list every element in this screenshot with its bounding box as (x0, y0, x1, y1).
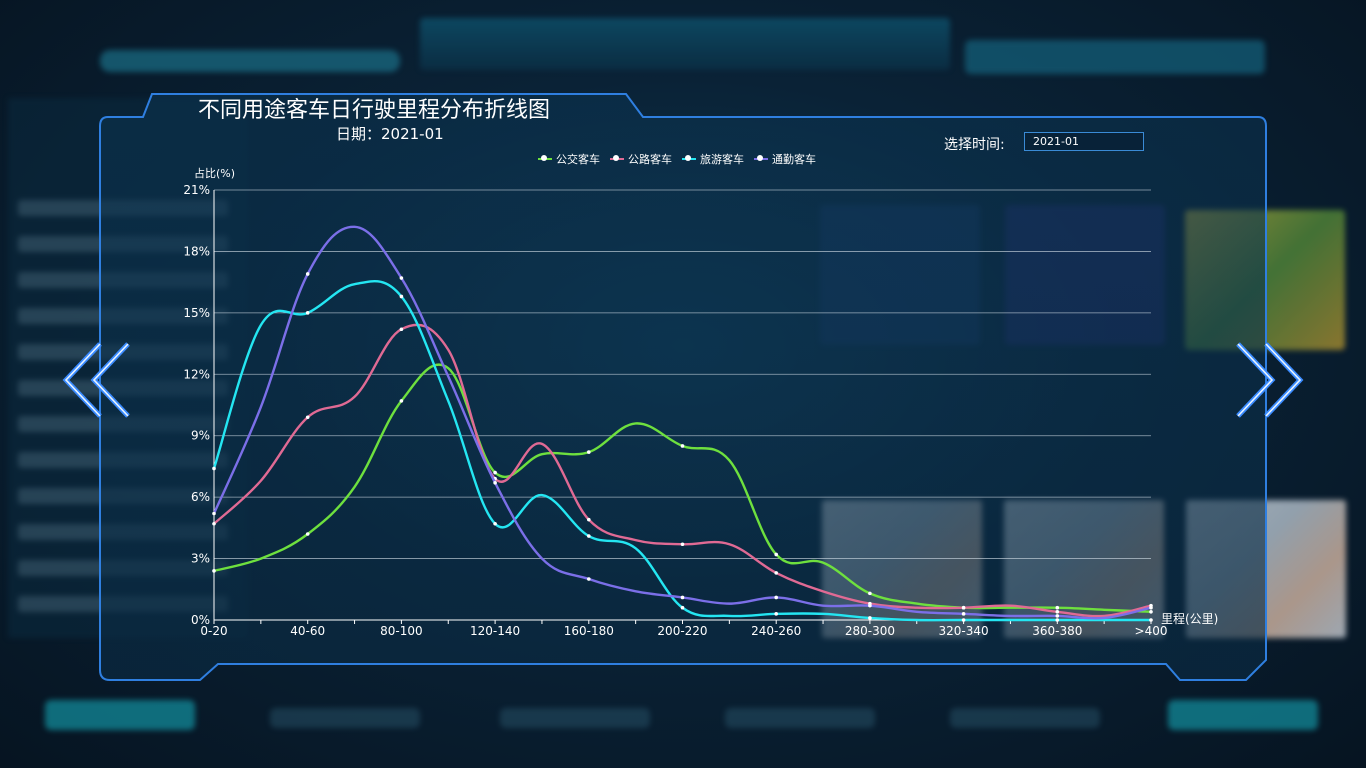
data-point (587, 450, 591, 454)
data-point (868, 591, 872, 596)
data-point (305, 311, 310, 315)
legend-marker (754, 155, 768, 161)
y-tick-label: 15% (183, 306, 210, 320)
data-point (587, 534, 591, 538)
legend-marker (682, 155, 696, 161)
data-point (493, 521, 497, 526)
data-point (1055, 610, 1060, 614)
data-point (774, 595, 778, 600)
x-axis-title: 里程(公里) (1161, 611, 1218, 626)
x-tick-label: 120-140 (470, 624, 520, 638)
data-point (212, 511, 216, 516)
background-button (1168, 700, 1318, 730)
data-point (493, 470, 497, 475)
double-chevron-left-icon[interactable] (62, 340, 132, 420)
data-point (587, 577, 591, 581)
x-tick-label: 240-260 (751, 624, 801, 638)
data-point (212, 521, 216, 526)
legend-label: 公交客车 (556, 153, 600, 166)
time-select-input[interactable] (1024, 132, 1144, 151)
data-point (1055, 614, 1060, 618)
data-point (680, 542, 685, 547)
data-point (493, 481, 497, 485)
data-point (1055, 605, 1060, 610)
x-tick-label: 320-340 (939, 624, 989, 638)
y-tick-label: 21% (183, 183, 210, 197)
legend-label: 旅游客车 (700, 153, 744, 166)
series-line (213, 323, 1152, 618)
legend-marker (538, 155, 552, 161)
double-chevron-right-icon[interactable] (1234, 340, 1304, 420)
x-tick-label: 200-220 (657, 624, 707, 638)
background-button (270, 708, 420, 728)
data-point (680, 595, 685, 600)
background-button (45, 700, 195, 730)
legend-item[interactable]: 公路客车 (610, 151, 672, 167)
x-tick-label: 0-20 (200, 624, 227, 638)
data-point (868, 616, 872, 620)
data-point (305, 272, 310, 276)
background-tab-right (965, 40, 1265, 74)
data-point (1149, 610, 1153, 614)
background-button (950, 708, 1100, 728)
chart-legend: 公交客车 公路客车 旅游客车 通勤客车 (538, 151, 816, 167)
legend-item[interactable]: 通勤客车 (754, 151, 816, 167)
y-tick-label: 6% (191, 490, 210, 504)
background-title-bar (420, 18, 950, 70)
legend-item[interactable]: 公交客车 (538, 151, 600, 167)
data-point (212, 466, 216, 471)
data-point (774, 571, 778, 575)
chart-subtitle: 日期：2021-01 (336, 125, 444, 143)
chart-title: 不同用途客车日行驶里程分布折线图 (198, 98, 551, 123)
background-tab-left (100, 50, 400, 72)
y-tick-label: 9% (191, 429, 210, 443)
data-point (774, 552, 778, 557)
x-tick-label: 160-180 (564, 624, 614, 638)
y-axis-title: 占比(%) (194, 166, 235, 180)
y-tick-label: 0% (191, 613, 210, 627)
series-line (213, 363, 1152, 614)
legend-marker (610, 155, 624, 161)
y-tick-label: 18% (183, 244, 210, 258)
data-point (961, 612, 966, 616)
data-point (961, 605, 966, 610)
x-tick-label: 40-60 (290, 624, 325, 638)
data-point (1055, 618, 1060, 622)
y-tick-label: 3% (191, 552, 210, 566)
data-point (399, 276, 404, 280)
data-point (587, 517, 591, 522)
data-point (399, 327, 404, 332)
time-select-label: 选择时间: (944, 137, 1005, 153)
x-tick-label: 280-300 (845, 624, 895, 638)
data-point (305, 532, 310, 536)
series-line (212, 280, 1151, 622)
data-point (399, 294, 404, 299)
legend-item[interactable]: 旅游客车 (682, 151, 744, 167)
data-point (680, 605, 685, 610)
legend-label: 公路客车 (628, 153, 672, 166)
data-point (1149, 605, 1153, 610)
data-point (680, 444, 685, 448)
background-button (725, 708, 875, 728)
data-point (305, 415, 310, 420)
data-point (399, 399, 404, 403)
y-tick-label: 12% (183, 367, 210, 381)
data-point (212, 569, 216, 573)
data-point (1149, 618, 1153, 622)
data-point (868, 603, 872, 608)
x-tick-label: 80-100 (380, 624, 423, 638)
background-button (500, 708, 650, 728)
series-line (212, 225, 1152, 620)
x-tick-label: >400 (1135, 624, 1168, 638)
data-point (961, 618, 966, 622)
legend-label: 通勤客车 (772, 153, 816, 166)
x-tick-label: 360-380 (1032, 624, 1082, 638)
data-point (774, 612, 778, 616)
